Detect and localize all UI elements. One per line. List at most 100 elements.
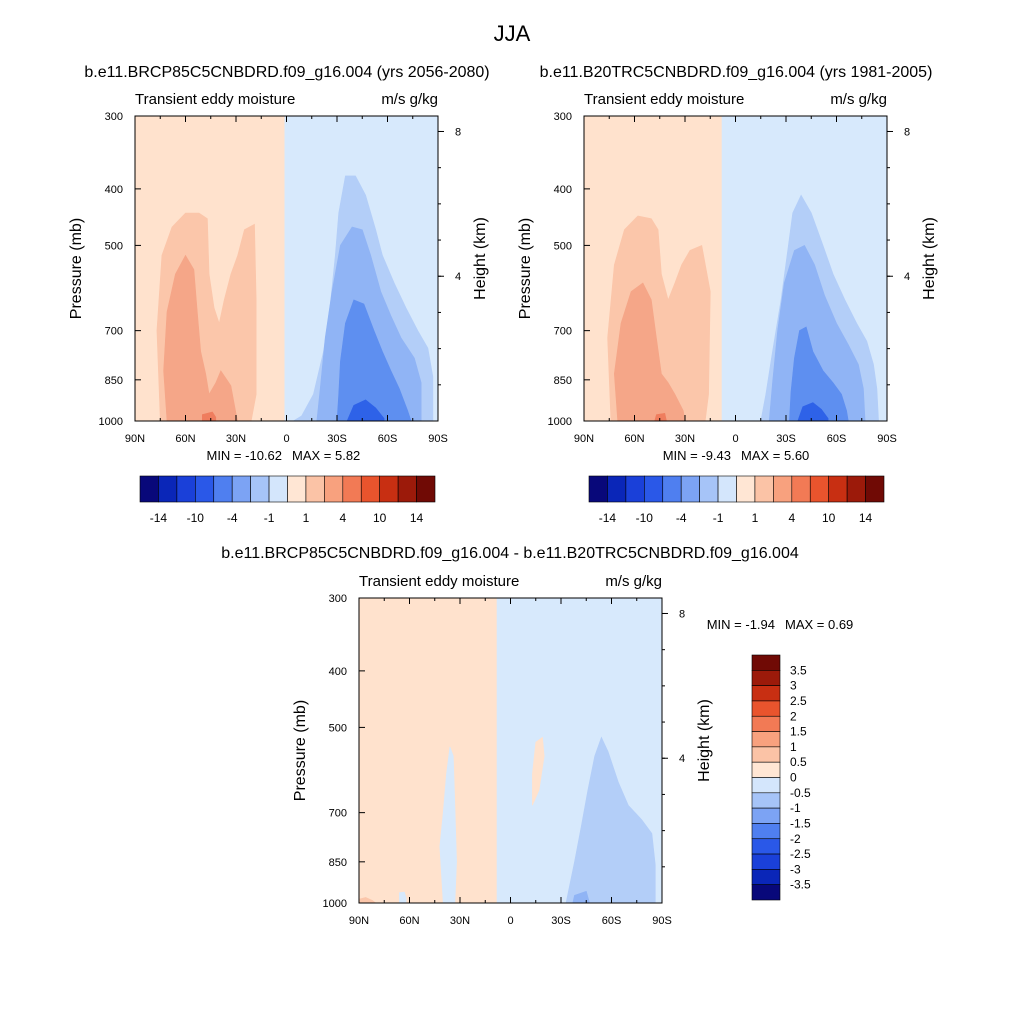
contour-region-7 xyxy=(789,326,849,421)
min-label: MIN = -9.43 xyxy=(663,448,731,463)
colorbar-swatch xyxy=(846,475,866,503)
colorbar-label: -0.5 xyxy=(790,786,811,800)
contour-field xyxy=(359,598,662,903)
min-label: MIN = -10.62 xyxy=(206,448,282,463)
max-label: MAX = 0.69 xyxy=(785,617,853,632)
colorbar-swatch xyxy=(751,654,781,671)
colorbar-label: 1 xyxy=(752,511,759,525)
contour-region-5 xyxy=(565,736,656,903)
x-tick-label: 60S xyxy=(602,915,622,927)
units-label: m/s g/kg xyxy=(605,573,662,590)
panel-3: b.e11.BRCP85C5CNBDRD.f09_g16.004 - b.e11… xyxy=(221,545,853,927)
y-tick-label: 850 xyxy=(554,375,572,387)
colorbar-swatch xyxy=(342,475,362,503)
colorbar-label: -14 xyxy=(150,511,168,525)
colorbar-swatch xyxy=(751,731,781,748)
colorbar-swatch xyxy=(379,475,399,503)
colorbar-swatch xyxy=(865,475,885,503)
colorbar-label: 3 xyxy=(790,679,797,693)
colorbar-swatch xyxy=(662,475,682,503)
contour-field xyxy=(584,116,887,421)
x-tick-label: 90S xyxy=(652,915,672,927)
panels: b.e11.BRCP85C5CNBDRD.f09_g16.004 (yrs 20… xyxy=(68,64,938,927)
colorbar-swatch xyxy=(751,853,781,870)
x-tick-label: 30S xyxy=(551,915,571,927)
colorbar-label: -3.5 xyxy=(790,878,811,892)
units-label: m/s g/kg xyxy=(381,91,438,108)
y-tick-label: 500 xyxy=(329,722,347,734)
x-tick-label: 60N xyxy=(175,433,195,445)
y-tick-label: 700 xyxy=(329,808,347,820)
panel-title: b.e11.B20TRC5CNBDRD.f09_g16.004 (yrs 198… xyxy=(540,64,933,81)
panel-title: b.e11.BRCP85C5CNBDRD.f09_g16.004 (yrs 20… xyxy=(84,64,489,81)
contour-region-7 xyxy=(359,897,377,903)
x-tick-label: 0 xyxy=(283,433,289,445)
colorbar-swatch xyxy=(751,761,781,778)
max-label: MAX = 5.82 xyxy=(292,448,360,463)
colorbar-swatch xyxy=(699,475,719,503)
colorbar-swatch xyxy=(139,475,159,503)
colorbar-swatch xyxy=(751,777,781,794)
right-axis-label: Height (km) xyxy=(696,699,713,782)
right-axis-label: Height (km) xyxy=(472,217,489,300)
y-tick-label: 500 xyxy=(105,240,123,252)
colorbar-swatch xyxy=(717,475,737,503)
colorbar-swatch xyxy=(751,715,781,732)
x-tick-label: 90N xyxy=(574,433,594,445)
colorbar-swatch xyxy=(625,475,645,503)
panel-title: b.e11.BRCP85C5CNBDRD.f09_g16.004 - b.e11… xyxy=(221,545,799,562)
y-tick-label: 700 xyxy=(105,326,123,338)
colorbar-swatch xyxy=(416,475,436,503)
colorbar-label: 14 xyxy=(859,511,873,525)
colorbar-swatch xyxy=(751,807,781,824)
colorbar-swatch xyxy=(360,475,380,503)
x-tick-label: 90S xyxy=(428,433,448,445)
contour-region-8 xyxy=(346,399,385,421)
colorbar-label: 2.5 xyxy=(790,694,807,708)
colorbar: 3.5 32.52 1.510.5 0-0.5-1-1.5 -2-2.5-3 -3.5 xyxy=(751,654,811,901)
colorbar-swatch xyxy=(754,475,774,503)
colorbar-label: 0 xyxy=(790,771,797,785)
colorbar-swatch xyxy=(751,823,781,840)
panel-1: b.e11.BRCP85C5CNBDRD.f09_g16.004 (yrs 20… xyxy=(68,64,490,525)
x-tick-label: 30N xyxy=(675,433,695,445)
figure-title: JJA xyxy=(494,21,531,46)
contour-region-2 xyxy=(439,746,457,903)
colorbar-swatch xyxy=(250,475,270,503)
right-tick-label: 8 xyxy=(904,126,910,138)
colorbar-swatch xyxy=(231,475,251,503)
colorbar-label: -10 xyxy=(636,511,654,525)
y-tick-label: 300 xyxy=(554,111,572,123)
y-tick-label: 300 xyxy=(105,111,123,123)
contour-region-3 xyxy=(613,282,686,421)
x-tick-label: 30N xyxy=(226,433,246,445)
y-tick-label: 300 xyxy=(329,593,347,605)
contour-region-4 xyxy=(532,736,545,806)
x-tick-label: 60N xyxy=(624,433,644,445)
colorbar-label: -10 xyxy=(187,511,205,525)
right-tick-label: 8 xyxy=(455,126,461,138)
colorbar-label: -1 xyxy=(790,801,801,815)
colorbar-label: -1 xyxy=(264,511,275,525)
colorbar-swatch xyxy=(397,475,417,503)
colorbar-swatch xyxy=(195,475,215,503)
y-tick-label: 400 xyxy=(329,666,347,678)
y-tick-label: 1000 xyxy=(548,416,572,428)
colorbar-label: 14 xyxy=(410,511,424,525)
colorbar-label: 3.5 xyxy=(790,663,807,677)
colorbar-label: 4 xyxy=(788,511,795,525)
x-tick-label: 60S xyxy=(827,433,847,445)
colorbar-label: -2 xyxy=(790,832,801,846)
contour-region-3 xyxy=(163,254,239,421)
y-tick-label: 400 xyxy=(105,184,123,196)
contour-region-3 xyxy=(399,891,407,903)
y-axis-label: Pressure (mb) xyxy=(68,218,85,319)
colorbar-swatch xyxy=(751,884,781,901)
contour-region-4 xyxy=(654,412,667,421)
colorbar-label: 0.5 xyxy=(790,755,807,769)
y-axis-label: Pressure (mb) xyxy=(292,700,309,801)
colorbar-label: -1 xyxy=(713,511,724,525)
x-tick-label: 90N xyxy=(125,433,145,445)
colorbar-label: 4 xyxy=(339,511,346,525)
